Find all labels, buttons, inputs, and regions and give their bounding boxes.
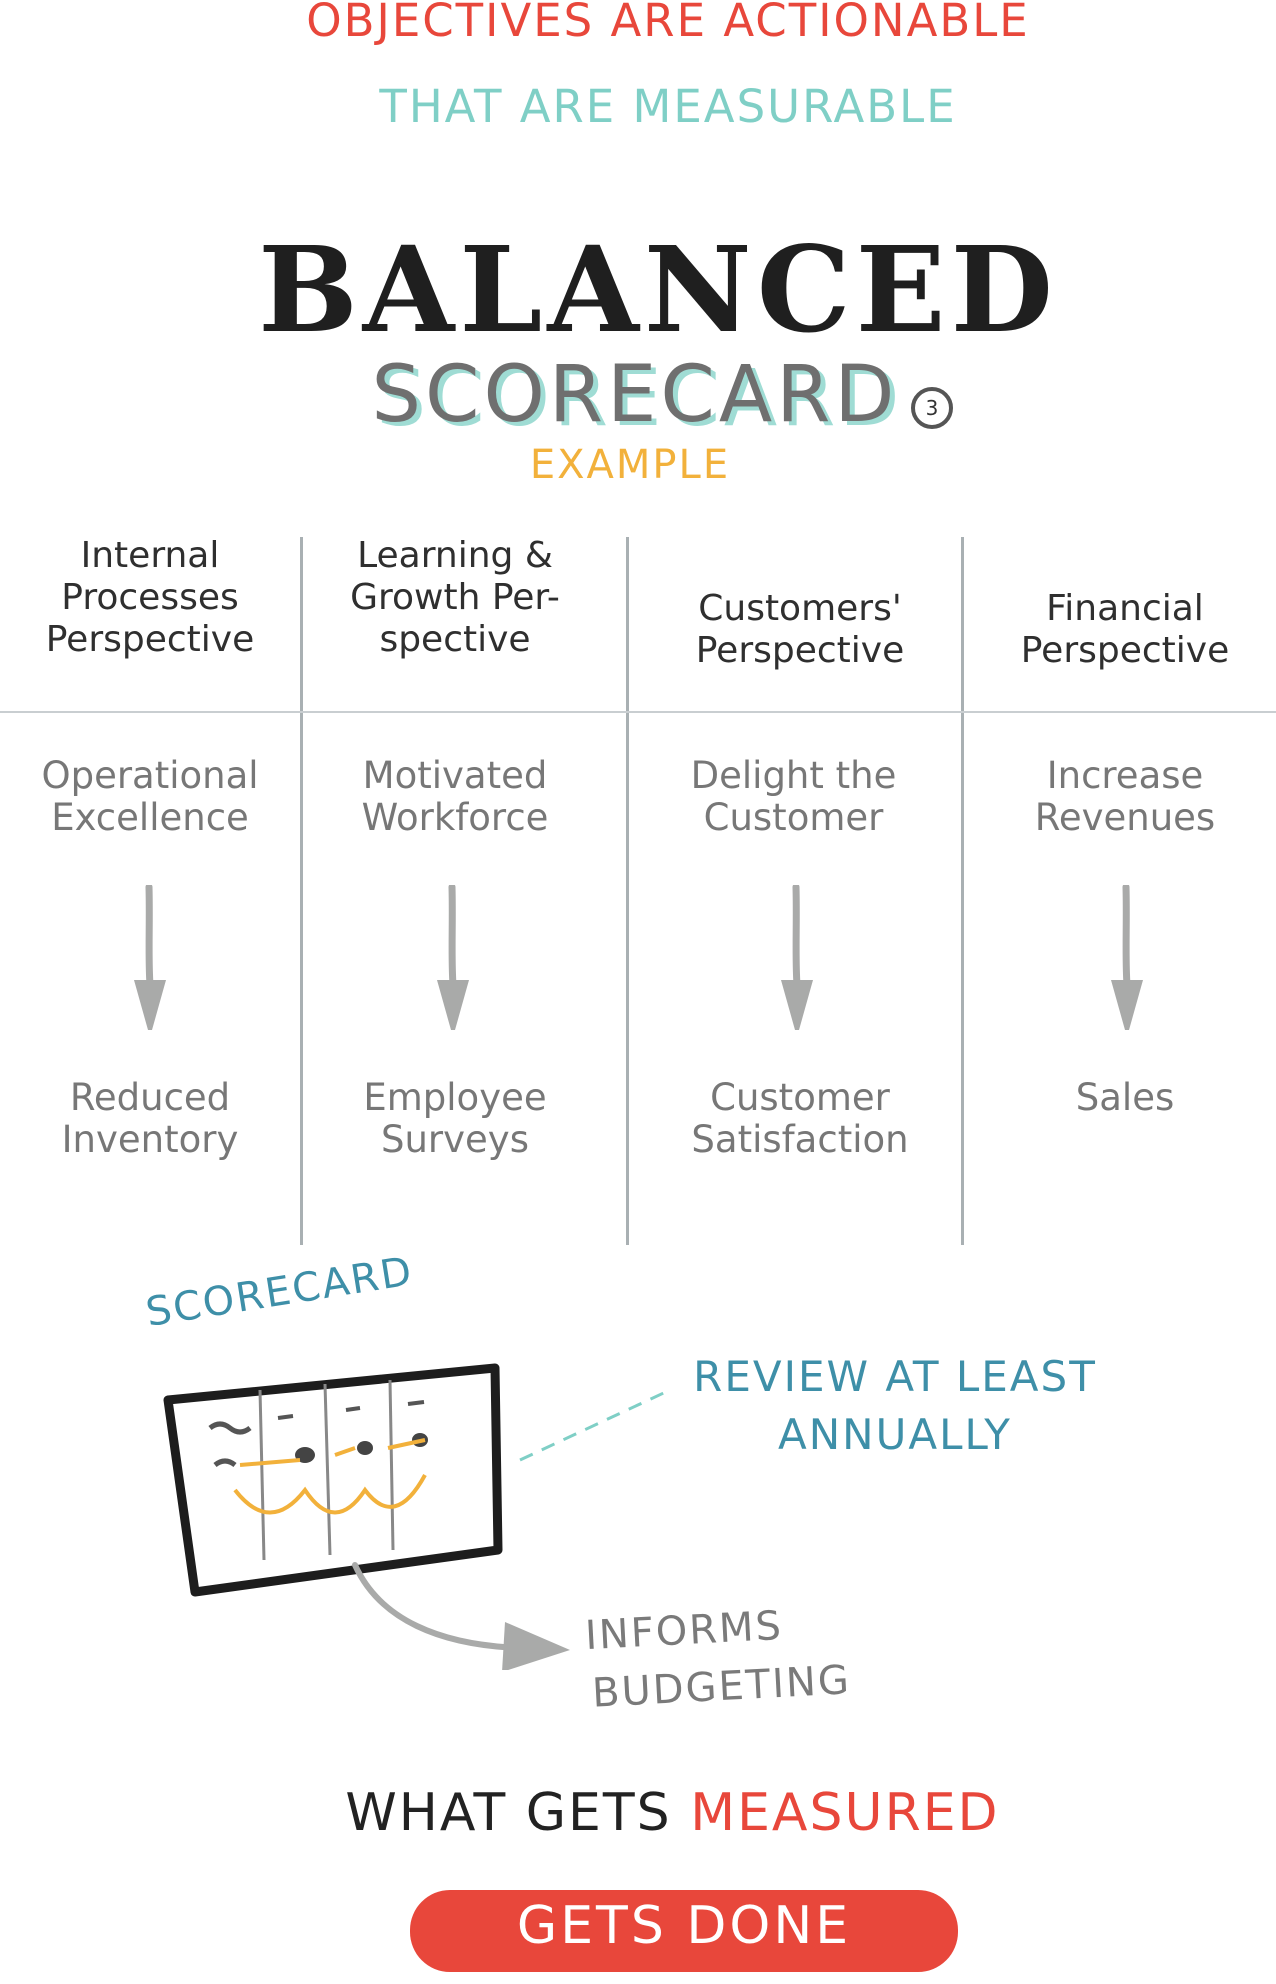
what-gets-measured-heading: WHAT GETS MEASURED (0, 1783, 1276, 1843)
dashed-connector-line (519, 1388, 671, 1462)
objective-operational-excellence: Operational Excellence (41, 754, 259, 839)
scorecard-sketch-icon (163, 1363, 503, 1597)
informs-budgeting-line1: INFORMS (583, 1602, 784, 1660)
objective-increase-revenues: Increase Revenues (1034, 754, 1216, 839)
measure-employee-surveys: Employee Surveys (363, 1076, 547, 1161)
gets-done-banner (410, 1890, 958, 1972)
header-objectives-line: OBJECTIVES ARE ACTIONABLE (306, 0, 1030, 47)
down-arrow-icon (781, 885, 813, 1030)
down-arrow-icon (1111, 885, 1143, 1030)
perspective-heading-customers: Customers' Perspective (695, 588, 905, 671)
perspective-heading-internal: Internal Processes Perspective (45, 535, 255, 660)
gets-done-text: GETS DONE (516, 1896, 852, 1956)
perspective-heading-financial: Financial Perspective (1020, 588, 1230, 671)
column-divider (626, 537, 629, 1245)
objective-delight-customer: Delight the Customer (690, 754, 897, 839)
perspective-heading-learning: Learning & Growth Per-spective (350, 535, 560, 660)
measured-text: MEASURED (690, 1783, 1000, 1843)
objective-motivated-workforce: Motivated Workforce (361, 754, 549, 839)
title-scorecard: SCORECARD (371, 350, 899, 440)
scorecard-sketch-label: SCORECARD (142, 1248, 417, 1336)
step-number-badge: 3 (911, 387, 953, 429)
measure-sales: Sales (1075, 1076, 1175, 1119)
informs-budgeting-line2: BUDGETING (590, 1657, 852, 1717)
measure-customer-satisfaction: Customer Satisfaction (691, 1076, 909, 1161)
measure-reduced-inventory: Reduced Inventory (61, 1076, 239, 1161)
column-divider (300, 537, 303, 1245)
review-annually-line2: ANNUALLY (778, 1410, 1012, 1459)
title-balanced: BALANCED (258, 220, 1058, 359)
example-label: EXAMPLE (529, 442, 731, 488)
row-divider (0, 711, 1276, 713)
down-arrow-icon (134, 885, 166, 1030)
review-annually-line1: REVIEW AT LEAST (693, 1352, 1097, 1401)
curved-arrow-icon (352, 1562, 570, 1670)
down-arrow-icon (437, 885, 469, 1030)
what-gets-text: WHAT GETS (345, 1783, 672, 1843)
header-measurable-line: THAT ARE MEASURABLE (379, 80, 957, 133)
column-divider (961, 537, 964, 1245)
